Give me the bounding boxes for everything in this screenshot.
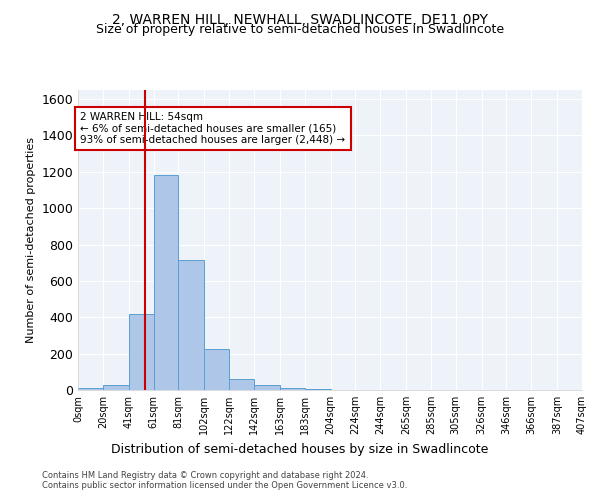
Y-axis label: Number of semi-detached properties: Number of semi-detached properties	[26, 137, 36, 343]
Bar	[103, 384, 129, 390]
Bar	[205, 349, 229, 390]
Bar	[229, 379, 254, 390]
Bar	[254, 384, 280, 390]
Bar	[280, 388, 305, 390]
Text: 2 WARREN HILL: 54sqm
← 6% of semi-detached houses are smaller (165)
93% of semi-: 2 WARREN HILL: 54sqm ← 6% of semi-detach…	[80, 112, 346, 145]
Text: Size of property relative to semi-detached houses in Swadlincote: Size of property relative to semi-detach…	[96, 22, 504, 36]
Bar	[129, 314, 154, 390]
Bar	[154, 176, 178, 390]
Text: Distribution of semi-detached houses by size in Swadlincote: Distribution of semi-detached houses by …	[112, 442, 488, 456]
Bar	[78, 388, 103, 390]
Text: Contains HM Land Registry data © Crown copyright and database right 2024.: Contains HM Land Registry data © Crown c…	[42, 471, 368, 480]
Text: Contains public sector information licensed under the Open Government Licence v3: Contains public sector information licen…	[42, 481, 407, 490]
Bar	[178, 260, 205, 390]
Text: 2, WARREN HILL, NEWHALL, SWADLINCOTE, DE11 0PY: 2, WARREN HILL, NEWHALL, SWADLINCOTE, DE…	[112, 12, 488, 26]
